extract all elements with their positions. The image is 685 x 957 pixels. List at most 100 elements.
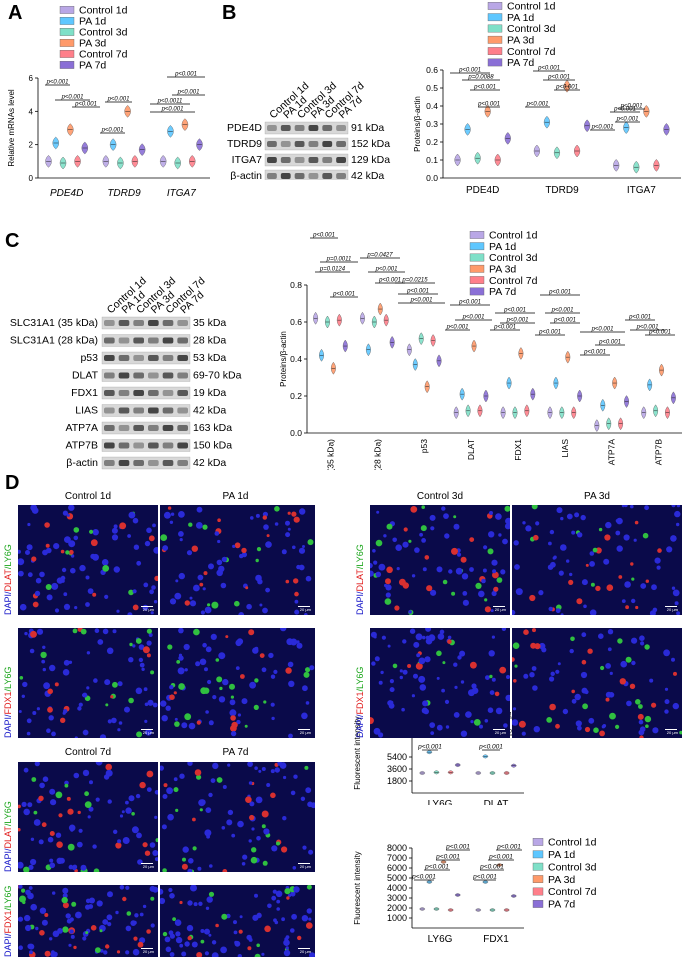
cell-mark — [153, 600, 158, 604]
legend-label: Control 7d — [507, 46, 556, 58]
cell-mark — [44, 522, 50, 528]
cell-mark — [439, 629, 445, 635]
cell-mark — [101, 559, 109, 566]
micro-control-1d-dlat: 20 μm — [18, 505, 158, 615]
cell-mark — [301, 915, 309, 922]
cell-mark — [266, 783, 271, 787]
cell-mark — [210, 778, 216, 783]
cell-mark — [177, 667, 185, 675]
legend-swatch — [532, 850, 544, 859]
cell-mark — [672, 702, 679, 710]
cell-mark — [136, 832, 142, 839]
cell-mark — [644, 644, 650, 650]
cell-mark — [182, 846, 189, 853]
cell-mark — [211, 940, 217, 945]
cell-mark — [113, 524, 118, 529]
micro-pa-7d-dlat: 20 μm — [160, 762, 315, 872]
cell-mark — [479, 724, 483, 729]
blot-row-label: p53 — [80, 352, 98, 364]
cell-mark — [444, 533, 450, 539]
cell-mark — [454, 685, 458, 689]
cell-mark — [115, 842, 122, 849]
legend-label: Control 3d — [79, 27, 128, 39]
cell-mark — [152, 850, 158, 856]
cell-mark — [430, 526, 435, 531]
legend-label: PA 1d — [489, 241, 516, 253]
blot-band — [118, 320, 130, 326]
p-value-label: p<0.001 — [553, 318, 576, 324]
cell-mark — [63, 603, 71, 610]
cell-mark — [163, 783, 168, 788]
cell-mark — [493, 586, 499, 592]
cell-mark — [676, 611, 681, 615]
scale-bar-label: 20 μm — [142, 949, 154, 954]
cell-mark — [649, 678, 654, 683]
cell-mark — [191, 545, 198, 552]
cell-mark — [78, 702, 83, 707]
cell-mark — [86, 686, 90, 690]
cell-mark — [550, 671, 555, 676]
stain-label-dlat-3d: DAPI/DLAT/LY6G — [355, 544, 365, 615]
blot-row-label: TDRD9 — [227, 138, 262, 150]
cell-mark — [550, 561, 556, 568]
cell-mark — [65, 913, 71, 919]
stain-label-part: FDX1 — [3, 910, 13, 934]
blot-strip — [264, 137, 349, 151]
cell-mark — [416, 653, 421, 658]
cell-mark — [79, 564, 86, 572]
cell-mark — [296, 564, 301, 570]
cell-mark — [375, 571, 382, 578]
cell-mark — [27, 572, 33, 578]
cell-mark — [414, 547, 420, 553]
y-tick-label: 1000 — [387, 913, 407, 923]
blot-band — [177, 407, 188, 414]
cell-mark — [413, 673, 418, 679]
cell-mark — [28, 886, 33, 890]
cell-mark — [211, 952, 219, 957]
cell-mark — [555, 669, 560, 674]
blot-row-label: SLC31A1 (35 kDa) — [10, 317, 98, 329]
cell-mark — [274, 506, 280, 512]
cell-mark — [657, 548, 662, 553]
legend-swatch — [469, 231, 485, 239]
cell-mark — [175, 931, 181, 937]
cell-mark — [489, 674, 493, 679]
cell-mark — [255, 513, 260, 518]
blot-kda-label: 150 kDa — [193, 440, 232, 452]
cell-mark — [221, 556, 228, 563]
cell-mark — [471, 687, 479, 694]
cell-mark — [241, 552, 247, 558]
cell-mark — [371, 661, 376, 666]
p-value-label: p<0.0011 — [157, 99, 183, 105]
cell-mark — [443, 513, 449, 519]
micro-pa-1d-dlat: 20 μm — [160, 505, 315, 615]
cell-mark — [160, 534, 168, 541]
cell-mark — [305, 667, 311, 673]
cell-mark — [27, 802, 33, 808]
cell-mark — [533, 534, 539, 541]
blot-row-label: β-actin — [230, 170, 262, 180]
cell-mark — [90, 539, 98, 547]
cell-mark — [18, 558, 25, 566]
cell-mark — [308, 849, 314, 855]
cell-mark — [122, 896, 127, 902]
cell-mark — [75, 911, 82, 919]
cell-mark — [47, 836, 54, 843]
p-value-label: p<0.001 — [537, 66, 560, 72]
cell-mark — [606, 584, 614, 591]
cell-mark — [73, 535, 79, 541]
cell-mark — [73, 772, 80, 779]
cell-mark — [469, 567, 474, 572]
cell-mark — [462, 599, 469, 606]
cell-mark — [27, 522, 31, 527]
cell-mark — [193, 902, 198, 907]
cell-mark — [491, 559, 498, 566]
cell-mark — [196, 952, 203, 957]
cell-mark — [465, 711, 472, 718]
cell-mark — [621, 599, 626, 603]
cell-mark — [421, 707, 428, 714]
p-value-label: p<0.001 — [472, 874, 497, 881]
cell-mark — [231, 833, 236, 838]
cell-mark — [453, 712, 460, 718]
blot-band — [104, 372, 115, 379]
